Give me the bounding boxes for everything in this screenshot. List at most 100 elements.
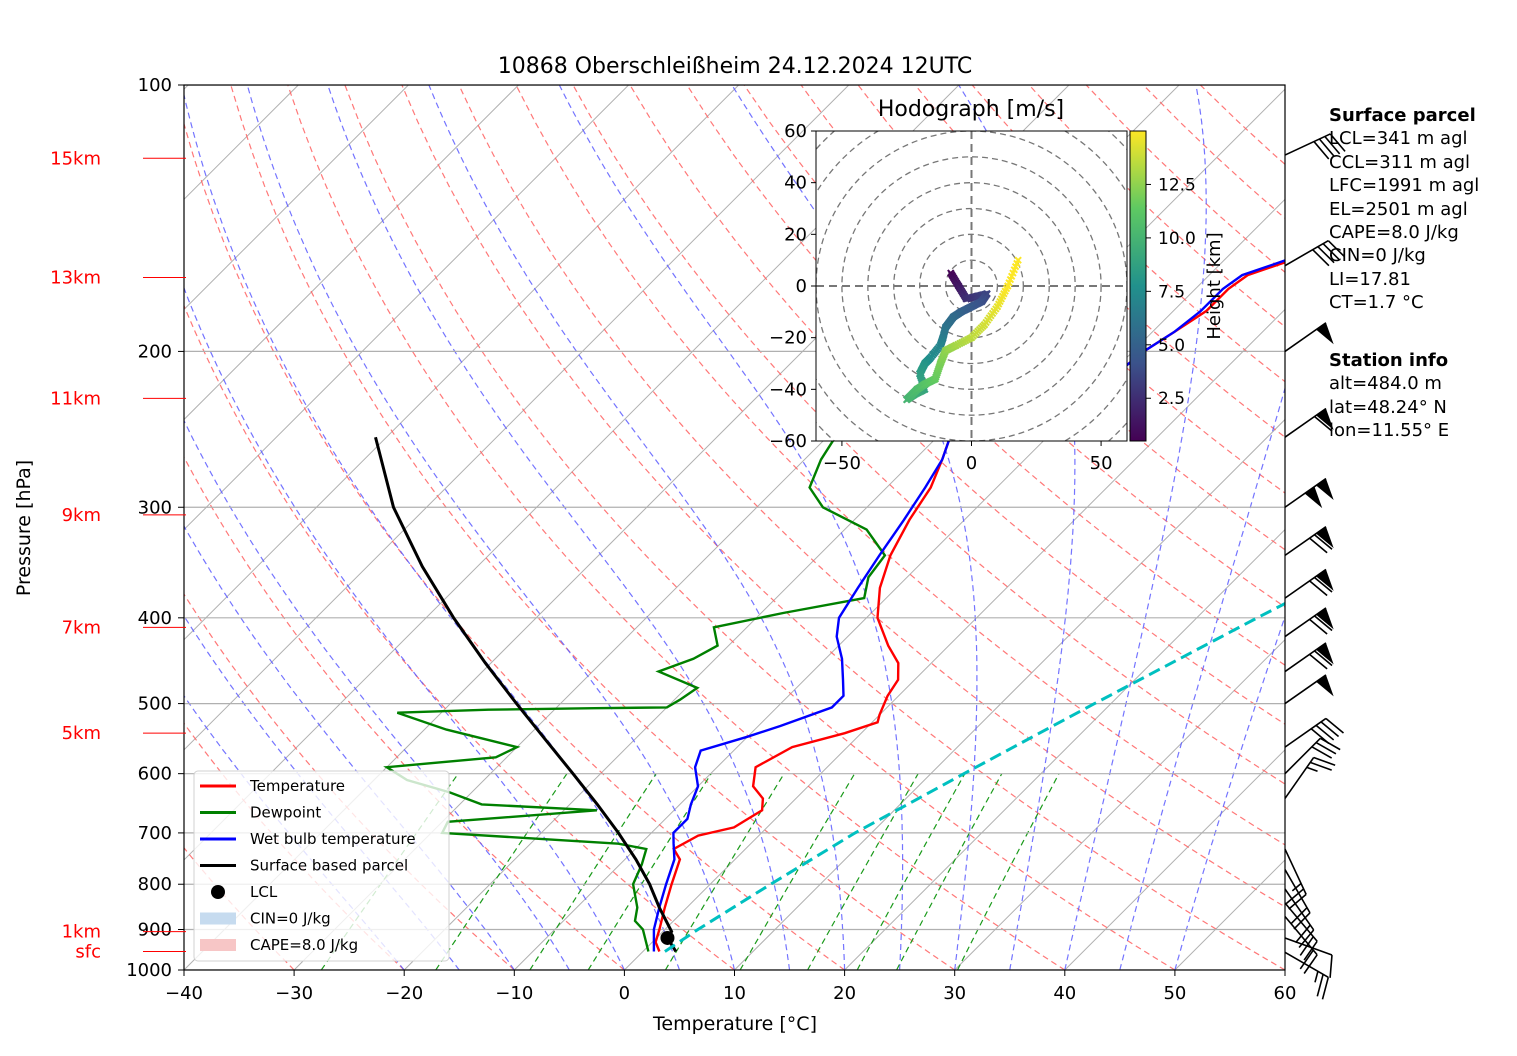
isotherm-line [184,85,850,751]
wind-barb-full [1324,135,1341,155]
mixing-ratio-line [856,773,966,970]
x-tick-label: 50 [1163,983,1186,1004]
y-tick-label: 700 [138,823,172,844]
surface-parcel-panel: Surface parcel LCL=341 m agl CCL=311 m a… [1329,104,1479,315]
wind-barb-staff [1284,674,1327,705]
wind-barb-staff [1284,757,1315,799]
legend-label: Wet bulb temperature [250,830,416,848]
wind-barb-full [1321,977,1330,1000]
moist-adiabat-line [1174,614,1285,970]
height-label: 13km [50,267,101,288]
isotherm-line [184,85,409,311]
wind-barb [1284,607,1334,638]
surface-parcel-line: EL=2501 m agl [1329,198,1468,220]
wind-barb [1284,937,1333,978]
moist-adiabat-line [327,85,791,970]
surface-parcel-line: LI=17.81 [1329,268,1411,290]
moist-adiabat-line [428,85,846,970]
wind-barb-staff [1284,717,1327,748]
wind-barb-full [1313,534,1333,550]
wind-barb-full [1318,138,1335,157]
wind-barb-staff [1284,322,1327,353]
surface-parcel-line: CAPE=8.0 J/kg [1329,222,1459,244]
wind-barb-staff [1284,951,1329,978]
colorbar-tick-label: 10.0 [1158,229,1196,249]
isotherm-line [184,85,519,421]
wind-barb-full [1325,717,1345,734]
hodograph-y-tick-label: 20 [784,224,807,245]
wind-barb-full [1329,954,1333,978]
moist-adiabat-line [1064,85,1207,970]
wind-barb-full [1319,737,1341,751]
wind-barb-full [1313,576,1333,593]
wind-barb-full [1310,728,1330,744]
hodograph-ring [944,259,999,313]
wind-barb-full [1293,912,1311,930]
legend-swatch [211,885,225,899]
hodograph-title: Hodograph [m/s] [878,97,1064,122]
wind-barb-staff [1284,607,1327,638]
legend-label: CAPE=8.0 J/kg [250,936,358,954]
height-label: 7km [62,617,101,638]
hodograph-ring [893,207,1050,365]
wind-barb-full [1322,243,1340,261]
hodograph-ring [841,156,1102,416]
station-info-line: alt=484.0 m [1329,373,1442,395]
isotherm-line [184,85,629,531]
wind-barb-full [1316,974,1324,997]
hodograph-y-tick-label: 60 [784,121,807,142]
wind-barb-full [1313,756,1336,766]
wind-barb-full [1309,761,1332,771]
y-tick-label: 1000 [126,960,172,981]
legend-swatch [200,912,236,925]
wind-barb-flag [1316,607,1334,630]
wind-barb-full [1298,929,1315,949]
wind-barb-flag [1316,408,1334,430]
hodograph-y-tick-label: 40 [784,173,807,194]
wind-barb-flag [1304,486,1323,509]
height-label: 11km [50,388,101,409]
wetbulb-profile [652,258,1285,952]
hodograph-y-tick-label: −20 [769,328,807,349]
x-tick-label: 30 [943,983,966,1004]
y-tick-label: 900 [138,920,172,941]
wind-barb-full [1313,615,1333,632]
wind-barb-staff [1284,888,1315,931]
wind-barb-full [1309,618,1328,635]
hodograph-y-tick-label: −40 [769,379,807,400]
height-label: 1km [62,922,101,943]
moist-adiabat-line [184,419,570,970]
wind-barb [1284,642,1334,673]
wind-barb-half [1291,882,1302,892]
x-tick-label: −30 [275,983,313,1004]
wind-barb-full [1309,580,1328,597]
wind-barb-staff [1284,848,1307,895]
wind-barb-full [1329,133,1346,152]
wind-barb-staff [1284,937,1333,956]
chart-title: 10868 Oberschleißheim 24.12.2024 12UTC [498,54,973,79]
wind-barb [1284,888,1315,949]
wind-barb-full [1327,240,1346,258]
wind-barb-flag [1316,674,1334,697]
hodograph-y-tick-label: −60 [769,431,807,452]
wind-barb-full [1295,924,1311,944]
station-info-header: Station info [1329,350,1449,371]
wind-barb [1284,568,1334,599]
hodograph-colorbar-label: Height [km] [1204,232,1225,339]
legend-swatch [200,939,236,951]
mixing-ratio-line [587,773,712,970]
isotherm-line [184,85,740,641]
mixing-ratio-line [664,773,785,970]
wind-barb [1284,407,1334,438]
wind-barb [1284,756,1336,799]
y-tick-label: 500 [138,694,172,715]
dry-adiabat-line [458,85,1285,908]
y-tick-label: 300 [138,497,172,518]
temperature-profile [654,261,1285,952]
wind-barb-staff [1284,133,1331,156]
dry-adiabat-line [230,85,956,970]
y-tick-label: 400 [138,608,172,629]
wind-barb-staff [1284,407,1327,438]
wind-barb-staff [1284,239,1329,267]
surface-parcel-header: Surface parcel [1329,105,1476,126]
